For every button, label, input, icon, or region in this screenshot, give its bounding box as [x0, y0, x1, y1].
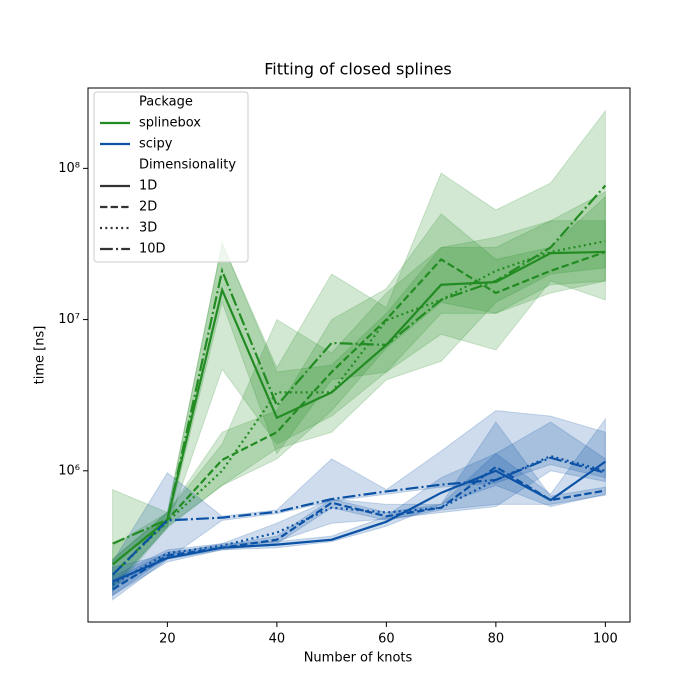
series-line	[111, 456, 606, 576]
legend-label: 3D	[139, 221, 157, 236]
series-line	[112, 184, 607, 545]
confidence-band	[112, 195, 606, 589]
series-line	[112, 465, 606, 591]
x-axis-label: Number of knots	[304, 651, 413, 666]
x-tick-label: 40	[269, 632, 286, 647]
series-line	[111, 250, 606, 566]
legend-section-title: Dimensionality	[139, 158, 236, 173]
legend-label: 2D	[139, 200, 157, 215]
legend-box	[93, 91, 249, 263]
series-line	[111, 240, 606, 576]
confidence-band	[112, 417, 606, 597]
x-tick-label: 80	[488, 632, 505, 647]
series-line	[111, 250, 606, 576]
confidence-band	[112, 190, 606, 589]
y-axis-label: time [ns]	[33, 326, 48, 385]
legend-section-title: Package	[139, 95, 193, 110]
confidence-band	[112, 220, 606, 593]
legend-label: scipy	[139, 137, 173, 152]
x-tick-label: 100	[593, 632, 618, 647]
y-tick-label: 10⁸	[58, 161, 80, 176]
confidence-band	[112, 109, 606, 563]
x-tick-label: 20	[159, 632, 176, 647]
legend-label: splinebox	[139, 116, 201, 131]
chart-title: Fitting of closed splines	[264, 60, 452, 79]
y-tick-label: 10⁶	[58, 463, 80, 478]
axes-frame	[87, 87, 631, 623]
plot-area	[111, 109, 607, 601]
confidence-band	[112, 410, 606, 588]
legend-label: 10D	[139, 242, 166, 257]
x-tick-label: 60	[378, 632, 395, 647]
y-tick-label: 10⁷	[58, 312, 80, 327]
series-line	[112, 460, 606, 583]
legend-label: 1D	[139, 179, 157, 194]
series-line	[112, 454, 606, 586]
